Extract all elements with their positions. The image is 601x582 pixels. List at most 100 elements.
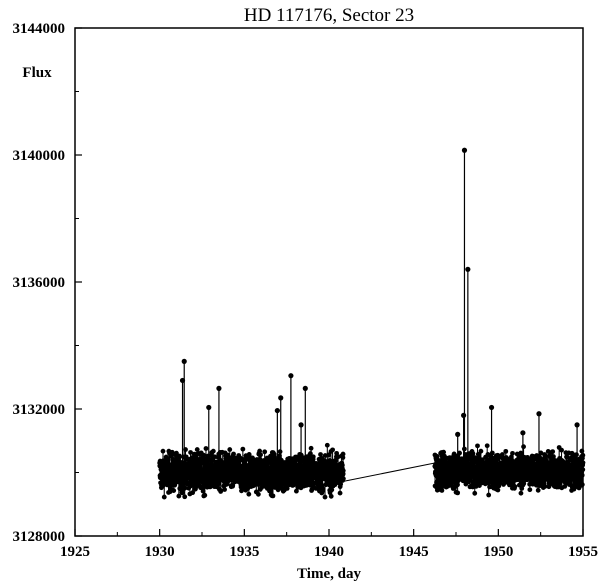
flux-point: [275, 487, 281, 493]
flux-point: [518, 490, 524, 496]
flux-point: [262, 449, 268, 455]
flux-point: [322, 494, 328, 500]
flux-point: [324, 442, 330, 448]
y-axis-label: Flux: [22, 65, 52, 81]
flux-point: [240, 446, 246, 452]
chart-title: HD 117176, Sector 23: [244, 5, 414, 26]
flux-point: [258, 452, 263, 458]
flux-point: [202, 492, 208, 498]
flux-point: [455, 482, 460, 488]
flux-spike-point: [488, 404, 495, 411]
flux-spike-point: [520, 430, 526, 436]
flux-spike-point: [536, 411, 542, 417]
flux-point: [255, 491, 261, 497]
flux-point: [441, 449, 447, 455]
flux-point: [455, 490, 461, 496]
flux-point: [231, 451, 236, 457]
x-tick-label: 1935: [229, 544, 259, 560]
flux-point: [499, 452, 505, 457]
flux-point: [572, 471, 578, 477]
flux-spike-point: [274, 407, 280, 414]
flux-point: [510, 450, 515, 456]
flux-point: [495, 487, 501, 493]
flux-spike-point: [302, 385, 308, 391]
flux-point: [550, 449, 556, 455]
flux-point: [161, 494, 167, 500]
flux-point: [489, 450, 495, 456]
flux-spike-point: [461, 147, 468, 153]
flux-point: [310, 454, 316, 460]
flux-spike-point: [206, 404, 212, 411]
flux-point: [484, 443, 490, 449]
flux-point: [340, 455, 346, 460]
x-axis-label: Time, day: [297, 566, 361, 582]
flux-point: [270, 493, 276, 499]
flux-point: [538, 450, 544, 456]
flux-point: [201, 452, 206, 458]
flux-point: [210, 448, 216, 454]
flux-point: [165, 457, 171, 462]
flux-point: [188, 450, 193, 455]
flux-spike-point: [465, 266, 471, 272]
flux-point: [319, 483, 325, 488]
flux-point: [328, 493, 334, 499]
flux-point: [257, 448, 263, 454]
flux-point: [470, 451, 476, 457]
flux-point: [477, 483, 482, 488]
x-tick-label: 1925: [60, 544, 90, 560]
flux-point: [308, 451, 313, 456]
y-tick-label: 3136000: [13, 275, 66, 291]
flux-point: [472, 490, 478, 496]
flux-point: [340, 468, 346, 474]
flux-point: [542, 484, 548, 489]
flux-point: [318, 452, 323, 457]
flux-point: [272, 463, 278, 469]
flux-spike-point: [288, 373, 294, 379]
y-tick-label: 3140000: [13, 148, 66, 164]
flux-point: [339, 462, 345, 468]
flux-point: [308, 445, 314, 451]
flux-point: [200, 488, 206, 494]
x-tick-label: 1945: [399, 544, 429, 560]
flux-point: [521, 444, 526, 450]
flux-point: [218, 488, 224, 493]
flux-point: [543, 453, 549, 459]
flux-spike-point: [181, 358, 187, 364]
flux-point: [478, 448, 484, 454]
flux-point: [182, 494, 188, 500]
flux-point: [330, 447, 335, 453]
data-layer: [157, 147, 586, 500]
x-tick-label: 1930: [145, 544, 175, 560]
flux-point: [338, 481, 344, 487]
axes-layer: 1925 1930 1935 1940 1945 1950 1955 3128000 31320…: [13, 21, 599, 560]
flux-point: [475, 443, 480, 449]
flux-point: [222, 487, 227, 492]
flux-point: [227, 447, 233, 452]
flux-point: [340, 476, 346, 482]
x-tick-label: 1955: [568, 544, 598, 560]
flux-point: [486, 492, 492, 498]
flux-point: [439, 488, 445, 493]
flux-point: [527, 487, 533, 493]
flux-point: [451, 451, 457, 457]
flux-point: [284, 485, 290, 491]
flux-point: [434, 454, 440, 459]
flux-point: [179, 490, 185, 496]
flux-point: [203, 446, 209, 451]
flux-point: [160, 448, 166, 454]
y-tick-label: 3132000: [13, 402, 66, 418]
flux-spike-point: [216, 385, 222, 391]
flux-point: [182, 485, 188, 491]
y-tick-label: 3144000: [13, 21, 66, 37]
flux-point: [579, 472, 585, 478]
flux-point: [177, 453, 182, 459]
flux-point: [194, 447, 200, 452]
flux-point: [559, 447, 564, 453]
y-tick-label: 3128000: [13, 529, 66, 545]
flux-point: [322, 453, 328, 458]
flux-point: [457, 450, 462, 456]
gap-connector-line: [343, 462, 435, 482]
flux-point: [570, 452, 576, 457]
flux-point: [246, 491, 252, 497]
